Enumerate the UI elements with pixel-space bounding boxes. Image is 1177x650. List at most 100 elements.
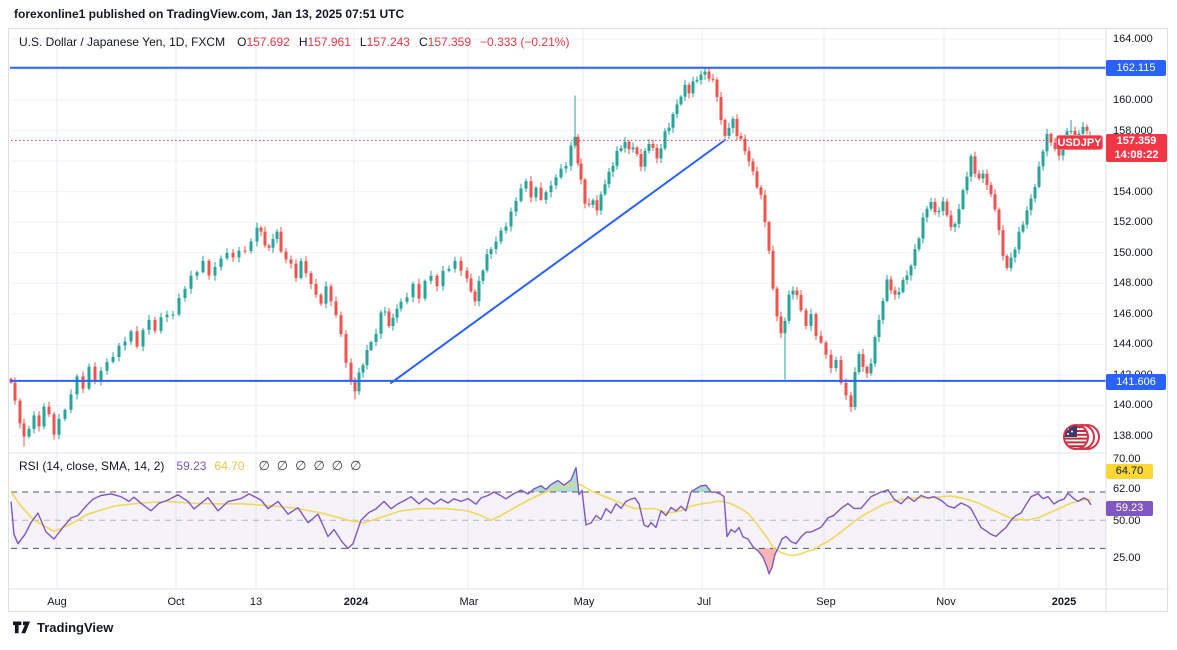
candle bbox=[1085, 126, 1089, 131]
candle bbox=[925, 208, 929, 218]
symbol-legend[interactable]: U.S. Dollar / Japanese Yen, 1D, FXCM O157… bbox=[19, 35, 569, 49]
time-tick: Oct bbox=[167, 596, 185, 608]
candle bbox=[429, 275, 433, 281]
candle bbox=[687, 84, 691, 94]
hidden-plot-icon[interactable]: ∅ bbox=[295, 458, 307, 473]
candle bbox=[299, 261, 303, 278]
candle bbox=[623, 141, 627, 149]
rsi-legend[interactable]: RSI (14, close, SMA, 14, 2) 59.23 64.70 ∅ ∅ ∅… bbox=[19, 458, 368, 474]
hidden-plot-icon[interactable]: ∅ bbox=[313, 458, 325, 473]
ohlc-low: L157.243 bbox=[359, 35, 410, 49]
candle bbox=[869, 363, 873, 374]
candle bbox=[387, 311, 391, 327]
candle bbox=[213, 266, 217, 276]
candle bbox=[775, 288, 779, 317]
candle bbox=[1057, 149, 1061, 156]
candle bbox=[117, 345, 121, 357]
chart-canvas[interactable] bbox=[9, 29, 1169, 613]
candle bbox=[459, 260, 463, 271]
candle bbox=[739, 135, 743, 139]
price-tick: 144.000 bbox=[1113, 338, 1153, 350]
candle bbox=[573, 136, 577, 146]
candle bbox=[809, 314, 813, 326]
candle bbox=[635, 147, 639, 155]
hidden-plot-icon[interactable]: ∅ bbox=[331, 458, 344, 473]
hidden-plot-icon[interactable]: ∅ bbox=[258, 458, 270, 473]
candle bbox=[509, 211, 513, 227]
price-tick: 138.000 bbox=[1113, 430, 1153, 442]
candle bbox=[941, 201, 945, 211]
candle bbox=[767, 222, 771, 251]
candle bbox=[819, 335, 823, 343]
candle bbox=[1017, 231, 1021, 250]
candle bbox=[889, 279, 893, 291]
candle bbox=[615, 150, 619, 166]
time-tick: Jul bbox=[696, 596, 712, 608]
candle bbox=[499, 230, 503, 242]
candle bbox=[576, 136, 580, 164]
candle bbox=[519, 188, 523, 201]
candle bbox=[857, 354, 861, 373]
candle bbox=[603, 184, 607, 195]
candle bbox=[695, 79, 699, 82]
candle bbox=[853, 372, 857, 408]
candle bbox=[643, 150, 647, 167]
candle bbox=[529, 181, 533, 198]
candle bbox=[1081, 126, 1085, 134]
candle bbox=[977, 173, 981, 179]
candle bbox=[417, 283, 421, 299]
candle bbox=[707, 71, 711, 79]
candle bbox=[395, 308, 399, 318]
candle bbox=[564, 165, 568, 169]
candle bbox=[844, 382, 848, 396]
candle bbox=[353, 380, 357, 392]
candle bbox=[469, 278, 473, 292]
candle bbox=[814, 314, 818, 336]
candle bbox=[804, 310, 808, 326]
price-tick: 150.000 bbox=[1113, 247, 1153, 259]
candle bbox=[905, 275, 909, 281]
candle bbox=[57, 418, 61, 435]
candle bbox=[539, 187, 543, 200]
price-tick: 140.000 bbox=[1113, 399, 1153, 411]
candle bbox=[727, 127, 731, 136]
candle bbox=[683, 84, 687, 97]
rsi-line bbox=[10, 466, 1092, 575]
candle bbox=[849, 395, 853, 408]
time-tick: Mar bbox=[459, 596, 479, 608]
candle bbox=[93, 366, 97, 381]
candle bbox=[13, 382, 17, 401]
candle bbox=[399, 301, 403, 309]
candle bbox=[435, 275, 439, 287]
candle bbox=[18, 400, 22, 424]
candle bbox=[1045, 133, 1049, 152]
candle bbox=[524, 181, 528, 189]
support-level-badge[interactable]: 141.606 bbox=[1106, 374, 1166, 390]
candle bbox=[201, 260, 205, 273]
price-tick: 152.000 bbox=[1113, 216, 1153, 228]
hidden-plot-icon[interactable]: ∅ bbox=[276, 458, 289, 473]
last-price-value: 157.359 bbox=[1116, 135, 1157, 147]
candle bbox=[284, 251, 288, 260]
tradingview-attribution[interactable]: TradingView bbox=[12, 619, 113, 636]
rsi-sma-badge: 64.70 bbox=[1106, 464, 1153, 479]
candle bbox=[1053, 142, 1057, 150]
candle bbox=[834, 360, 838, 368]
rsi-band-fill bbox=[11, 492, 1106, 549]
candle bbox=[383, 311, 387, 313]
candle bbox=[945, 201, 949, 216]
candle bbox=[824, 342, 828, 355]
candle bbox=[651, 143, 655, 148]
candle bbox=[743, 138, 747, 152]
candle bbox=[559, 168, 563, 178]
time-tick: Aug bbox=[47, 596, 67, 608]
resistance-level-badge[interactable]: 162.115 bbox=[1106, 60, 1166, 76]
candle bbox=[294, 263, 298, 278]
candle bbox=[465, 270, 469, 279]
candle bbox=[897, 292, 901, 295]
hidden-plot-icon[interactable]: ∅ bbox=[350, 458, 362, 473]
candle bbox=[324, 286, 328, 304]
candle bbox=[691, 81, 695, 94]
candle bbox=[344, 334, 348, 363]
candle bbox=[893, 290, 897, 295]
